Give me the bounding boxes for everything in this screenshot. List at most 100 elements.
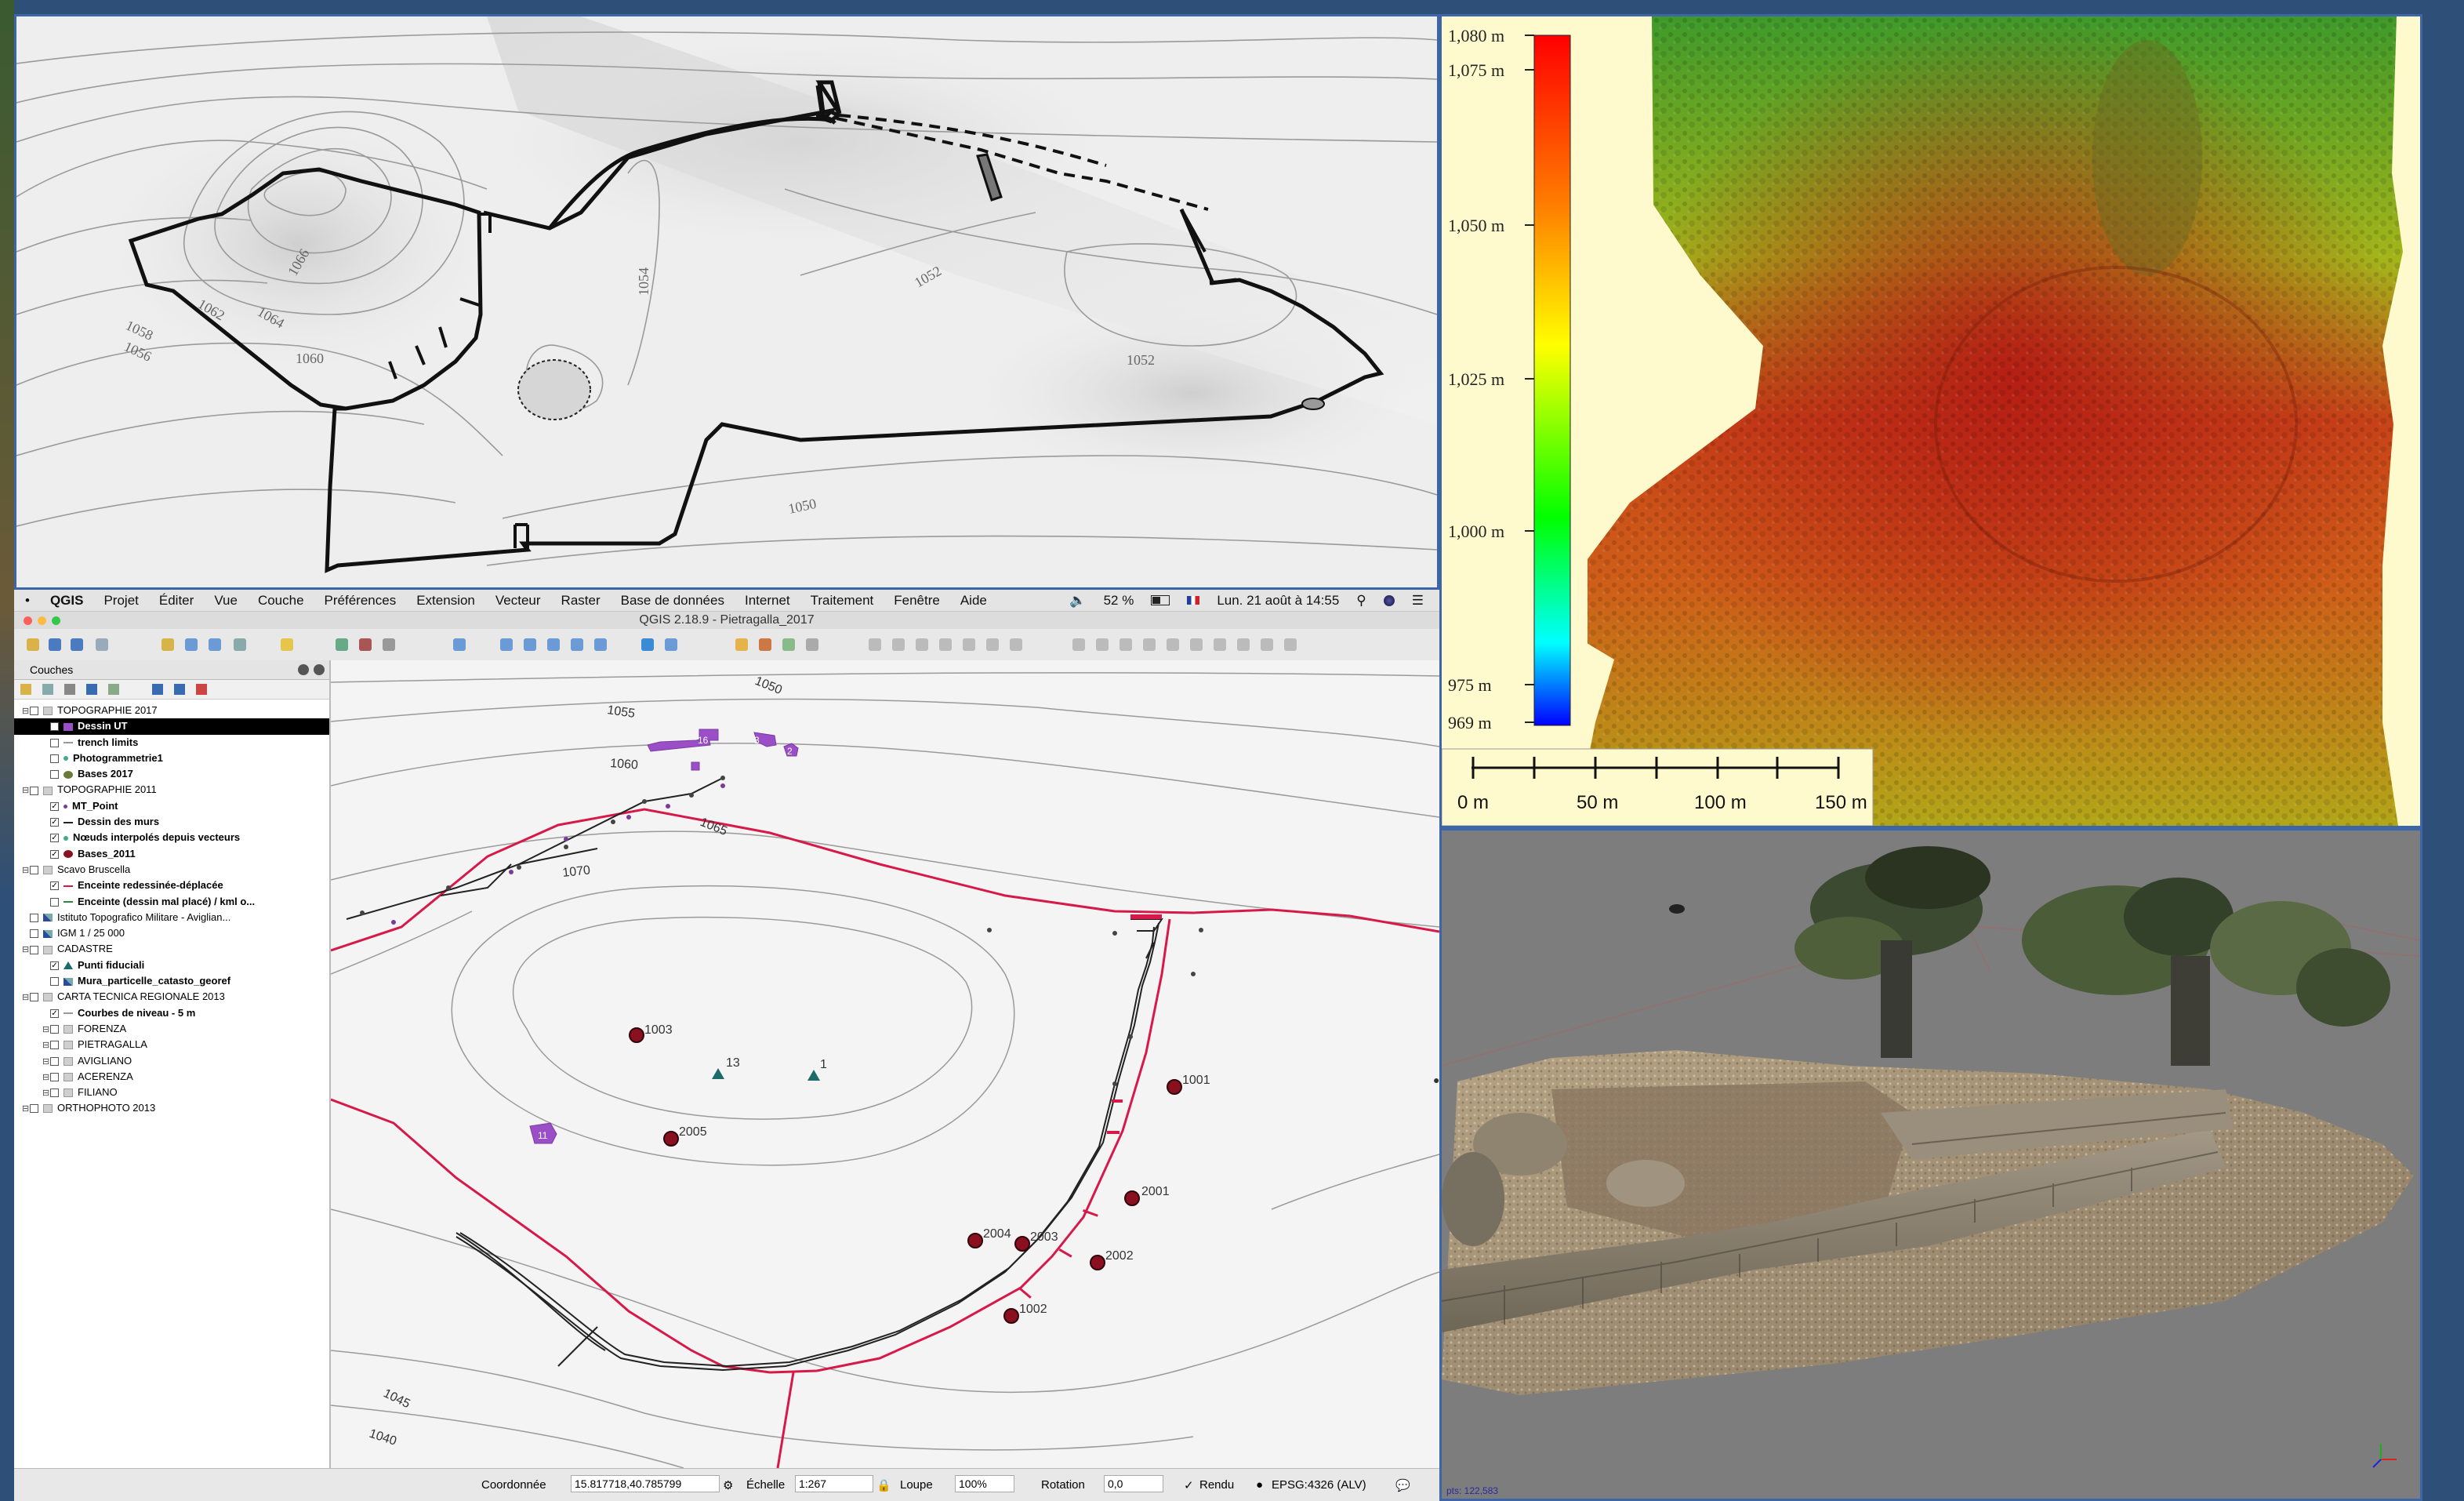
expand-all-icon[interactable] <box>152 684 163 695</box>
zoom-layer-icon[interactable] <box>524 638 536 651</box>
layer-row[interactable]: ✓ Bases_2011 <box>14 846 329 862</box>
layer-row[interactable]: Photogrammetrie1 <box>14 750 329 766</box>
simplify-icon[interactable] <box>1072 638 1085 651</box>
layer-visibility-checkbox[interactable]: ✓ <box>50 1009 59 1018</box>
expand-toggle-icon[interactable]: ⊟ <box>22 1104 30 1114</box>
crs-globe-icon[interactable]: ● <box>1256 1478 1264 1492</box>
filter-expression-icon[interactable] <box>108 684 119 695</box>
menu-extension[interactable]: Extension <box>416 592 475 608</box>
layer-visibility-checkbox[interactable] <box>50 1088 59 1098</box>
pan-icon[interactable] <box>161 638 174 651</box>
rotate-icon[interactable] <box>1261 638 1273 651</box>
layer-visibility-checkbox[interactable] <box>50 1056 59 1066</box>
menu-preferences[interactable]: Préférences <box>324 592 397 608</box>
rotation-field[interactable]: 0,0 <box>1104 1475 1163 1492</box>
layer-row[interactable]: ✓ Dessin UT <box>14 718 329 735</box>
magnifier-field[interactable]: 100% <box>955 1475 1014 1492</box>
flag-fr-icon[interactable] <box>1187 596 1200 605</box>
layer-row[interactable]: ✓ MT_Point <box>14 798 329 814</box>
menu-internet[interactable]: Internet <box>744 592 790 608</box>
layer-visibility-checkbox[interactable]: ✓ <box>50 801 59 811</box>
new-project-icon[interactable] <box>27 638 39 651</box>
layer-row[interactable]: ✓ Dessin des murs <box>14 814 329 830</box>
layer-row[interactable]: ✓ Punti fiduciali <box>14 958 329 973</box>
layer-visibility-checkbox[interactable]: ✓ <box>50 722 59 732</box>
zoom-full-icon[interactable] <box>500 638 513 651</box>
layer-row[interactable]: Bases 2017 <box>14 766 329 782</box>
layer-visibility-checkbox[interactable] <box>30 929 38 939</box>
menu-aide[interactable]: Aide <box>960 592 987 608</box>
layer-visibility-checkbox[interactable] <box>30 913 38 922</box>
minimize-window-button[interactable] <box>38 616 46 625</box>
toggle-extents-icon[interactable]: ⚙ <box>723 1479 734 1492</box>
layer-row[interactable]: Istituto Topografico Militare - Aviglian… <box>14 910 329 925</box>
layer-visibility-checkbox[interactable]: ✓ <box>50 834 59 843</box>
zoom-in-icon[interactable] <box>185 638 198 651</box>
field-calculator-icon[interactable] <box>359 638 372 651</box>
layer-row[interactable]: ⊟ TOPOGRAPHIE 2017 <box>14 703 329 718</box>
lock-scale-icon[interactable]: 🔒 <box>876 1479 891 1492</box>
menu-app-qgis[interactable]: QGIS <box>49 592 84 608</box>
move-label-icon[interactable] <box>986 638 999 651</box>
expand-toggle-icon[interactable]: ⊟ <box>42 1088 50 1099</box>
zoom-last-icon[interactable] <box>571 638 583 651</box>
layer-visibility-checkbox[interactable] <box>30 707 38 716</box>
reshape-icon[interactable] <box>1120 638 1132 651</box>
spotlight-search-icon[interactable]: ⚲ <box>1356 592 1366 608</box>
messages-icon[interactable]: 💬 <box>1395 1479 1410 1492</box>
battery-icon[interactable] <box>1151 595 1170 605</box>
zoom-window-button[interactable] <box>52 616 60 625</box>
layer-row[interactable]: ⊟ FORENZA <box>14 1021 329 1037</box>
volume-icon[interactable]: 🔈 <box>1069 592 1087 608</box>
layer-visibility-checkbox[interactable] <box>30 993 38 1002</box>
layer-visibility-checkbox[interactable]: ✓ <box>50 818 59 827</box>
menu-editer[interactable]: Éditer <box>158 592 194 608</box>
layer-visibility-checkbox[interactable] <box>50 1072 59 1081</box>
expand-toggle-icon[interactable]: ⊟ <box>42 1024 50 1034</box>
new-bookmark-icon[interactable] <box>665 638 677 651</box>
add-feature-icon[interactable] <box>759 638 771 651</box>
float-panel-icon[interactable] <box>298 664 309 675</box>
print-composer-icon[interactable] <box>96 638 108 651</box>
save-project-icon[interactable] <box>71 638 83 651</box>
expand-toggle-icon[interactable]: ⊟ <box>22 865 30 875</box>
expand-toggle-icon[interactable]: ⊟ <box>22 786 30 796</box>
layer-visibility-checkbox[interactable] <box>30 866 38 875</box>
layer-visibility-checkbox[interactable] <box>50 1041 59 1050</box>
menu-vue[interactable]: Vue <box>214 592 238 608</box>
render-checkbox-icon[interactable]: ✓ <box>1184 1479 1194 1492</box>
change-label-icon[interactable] <box>1010 638 1022 651</box>
layer-row[interactable]: Enceinte (dessin mal placé) / kml o... <box>14 894 329 910</box>
annotation-icon[interactable] <box>892 638 905 651</box>
layer-row[interactable]: ⊟ ACERENZA <box>14 1069 329 1085</box>
expand-toggle-icon[interactable]: ⊟ <box>42 1056 50 1067</box>
expand-toggle-icon[interactable]: ⊟ <box>22 707 30 716</box>
menubar-datetime[interactable]: Lun. 21 août à 14:55 <box>1217 592 1340 608</box>
open-project-icon[interactable] <box>49 638 61 651</box>
layer-row[interactable]: ⊟ TOPOGRAPHIE 2011 <box>14 782 329 798</box>
fill-ring-icon[interactable] <box>1237 638 1250 651</box>
menu-traitement[interactable]: Traitement <box>810 592 874 608</box>
filter-legend-icon[interactable] <box>86 684 97 695</box>
coord-field[interactable]: 15.817718,40.785799 <box>571 1475 720 1492</box>
layer-row[interactable]: ✓ Courbes de niveau - 5 m <box>14 1005 329 1021</box>
layer-visibility-checkbox[interactable] <box>50 754 59 763</box>
layer-row[interactable]: ⊟ PIETRAGALLA <box>14 1037 329 1052</box>
menu-vecteur[interactable]: Vecteur <box>495 592 541 608</box>
collapse-all-icon[interactable] <box>174 684 185 695</box>
expand-toggle-icon[interactable]: ⊟ <box>42 1072 50 1082</box>
add-group-icon[interactable] <box>42 684 53 695</box>
expand-toggle-icon[interactable]: ⊟ <box>22 945 30 955</box>
layer-visibility-checkbox[interactable] <box>30 1104 38 1114</box>
identify-icon[interactable] <box>234 638 246 651</box>
layer-visibility-checkbox[interactable] <box>50 738 59 747</box>
layer-visibility-checkbox[interactable]: ✓ <box>50 849 59 859</box>
layer-visibility-checkbox[interactable] <box>30 786 38 795</box>
apple-icon[interactable]: • <box>25 592 30 608</box>
split-icon[interactable] <box>1167 638 1179 651</box>
menu-base-de-donnees[interactable]: Base de données <box>620 592 724 608</box>
layer-row[interactable]: ✓ Enceinte redessinée-déplacée <box>14 878 329 893</box>
offset-curve-icon[interactable] <box>1143 638 1156 651</box>
show-hide-label-icon[interactable] <box>963 638 975 651</box>
layer-visibility-checkbox[interactable] <box>50 897 59 907</box>
